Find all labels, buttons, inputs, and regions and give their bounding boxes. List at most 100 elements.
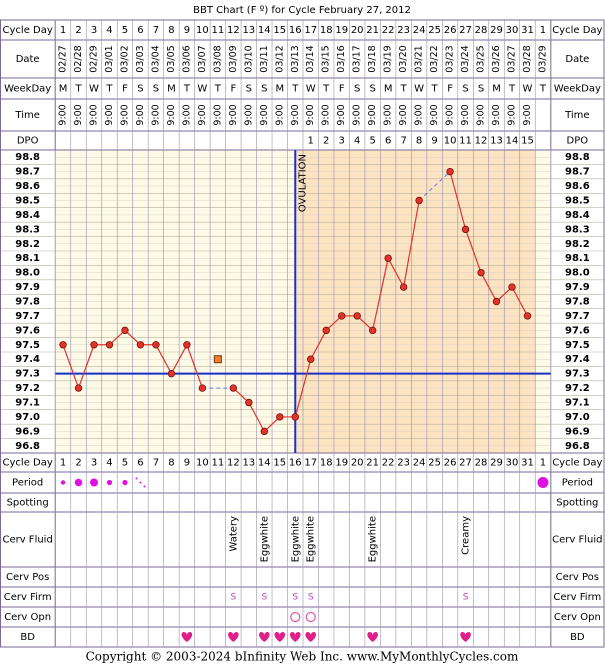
weekday: S [369,84,375,95]
time: 9:00 [73,104,84,125]
y-tick-label: 97.0 [565,412,590,423]
dpo: 3 [339,136,345,147]
dpo: 11 [459,136,472,147]
date: 03/20 [398,45,409,72]
cerv-fluid: Eggwhite [290,516,301,562]
cycle-day: 20 [351,25,364,36]
cycle-day: 21 [366,25,379,36]
cycle-day: 19 [335,458,348,469]
weekday: W [306,84,316,95]
row-label: Cycle Day [3,458,53,469]
weekday: M [384,84,393,95]
date: 02/27 [58,45,69,72]
cerv-firm: S [292,593,298,603]
cycle-day: 1 [60,458,66,469]
time: 9:00 [445,104,456,125]
row-label: Time [564,110,589,121]
cerv-firm: S [463,593,469,603]
weekday: F [230,84,236,95]
temperature-point [245,398,253,407]
date: 03/14 [305,45,316,72]
cycle-day: 2 [75,458,81,469]
cycle-day: 4 [106,458,112,469]
cerv-firm: S [261,593,267,603]
y-tick-label: 97.8 [565,297,590,308]
row-label: Spotting [7,498,49,509]
weekday: W [89,84,99,95]
bd-heart [305,632,317,642]
row-label: Cerv Fluid [2,535,52,546]
cycle-day: 9 [184,25,190,36]
period-marker [122,479,128,486]
weekday: F [339,84,345,95]
dpo: 15 [521,136,534,147]
cycle-day: 25 [428,458,441,469]
y-tick-label: 98.8 [15,152,40,163]
period-marker [60,480,66,485]
temperature-point [152,341,160,349]
time: 9:00 [305,104,316,125]
cycle-day: 5 [122,458,128,469]
time: 9:00 [522,104,533,125]
cycle-day: 28 [475,25,488,36]
time: 9:00 [212,104,223,125]
cerv-fluid: Eggwhite [259,516,270,562]
y-tick-label: 97.6 [15,325,40,336]
cycle-day: 10 [196,25,209,36]
cycle-day: 26 [444,458,457,469]
temperature-point [74,384,83,392]
time: 9:00 [429,104,440,125]
weekday: S [261,84,267,95]
date: 03/03 [135,45,146,72]
weekday: F [122,84,128,95]
dpo: 2 [323,136,329,147]
temperature-point [136,341,145,349]
time: 9:00 [259,104,270,125]
temperature-point [384,254,392,262]
temperature-point [105,341,114,349]
time: 9:00 [367,104,378,125]
row-label: Cerv Firm [4,592,52,603]
cycle-day: 1 [540,458,546,469]
date: 03/17 [352,45,363,72]
cerv-fluid: Creamy [461,516,472,555]
row-label: Cerv Fluid [552,535,602,546]
time: 9:00 [89,104,100,125]
cycle-day: 4 [106,25,112,36]
date: 03/26 [491,45,502,72]
dpo: 6 [385,136,391,147]
y-tick-label: 97.4 [565,354,590,365]
bd-heart [367,632,378,642]
cycle-day: 17 [304,458,317,469]
row-label: Date [565,54,589,65]
dpo: 14 [506,136,519,147]
row-label: Cycle Day [552,25,602,36]
cycle-day: 31 [521,25,534,36]
y-tick-label: 97.5 [15,340,40,351]
weekday: T [431,84,439,95]
time: 9:00 [58,104,69,125]
weekday: W [523,84,533,95]
y-tick-label: 98.7 [15,167,40,178]
dpo: 5 [369,136,375,147]
y-tick-label: 96.8 [565,441,590,452]
row-label: Cerv Pos [6,572,49,583]
dpo: 8 [416,136,422,147]
cycle-day: 31 [521,458,534,469]
cycle-day: 22 [382,458,395,469]
weekday: T [508,84,516,95]
time: 9:00 [321,104,332,125]
date: 03/24 [460,45,471,72]
time: 9:00 [228,104,239,125]
weekday: W [414,84,424,95]
y-tick-label: 96.9 [15,426,40,437]
weekday: T [214,84,222,95]
y-tick-label: 98.0 [15,268,40,279]
cycle-day: 18 [320,458,333,469]
cycle-day: 11 [211,458,224,469]
date: 03/19 [383,45,394,72]
row-label: Cerv Firm [553,592,601,603]
cycle-day: 19 [335,25,348,36]
temperature-point [353,312,361,320]
weekday: T [400,84,408,95]
